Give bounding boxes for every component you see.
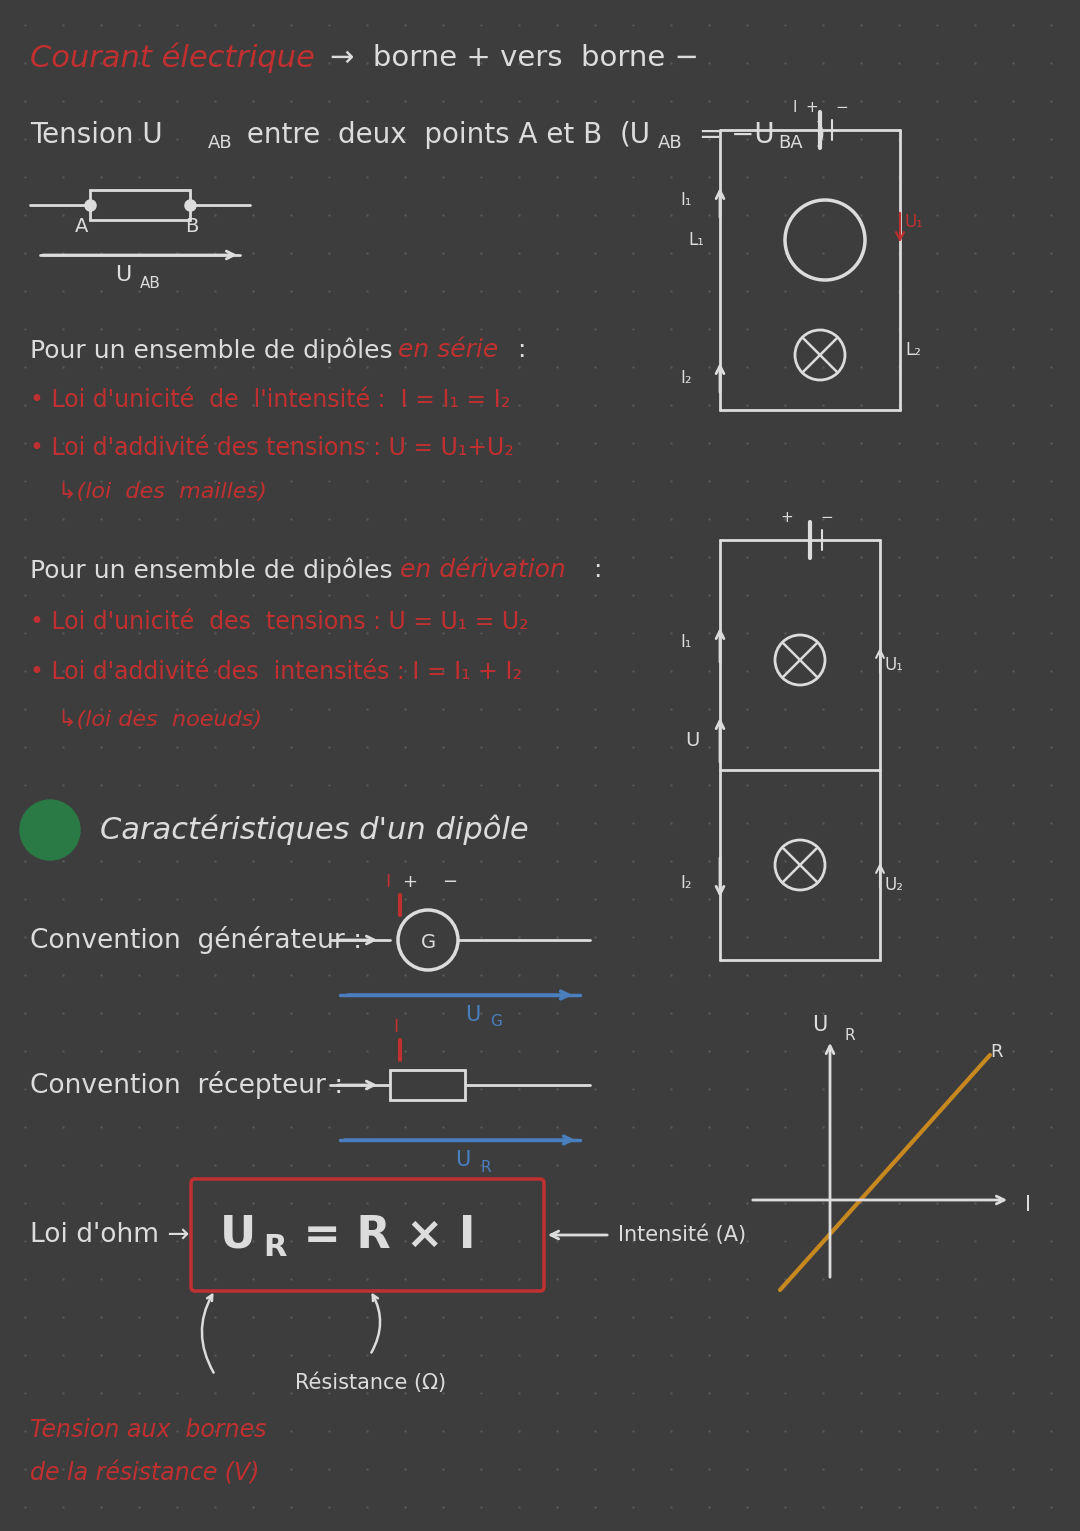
Text: en série: en série	[399, 338, 498, 361]
Text: Loi d'ohm →: Loi d'ohm →	[30, 1222, 189, 1248]
Text: +: +	[402, 873, 417, 891]
Text: I₁: I₁	[680, 632, 691, 651]
Text: (U: (U	[620, 121, 651, 149]
Text: Convention  récepteur :: Convention récepteur :	[30, 1072, 343, 1099]
Text: R: R	[845, 1027, 855, 1043]
Text: A: A	[75, 217, 89, 236]
Text: • Loi d'addivité des tensions : U = U₁+U₂: • Loi d'addivité des tensions : U = U₁+U…	[30, 436, 514, 459]
Text: +: +	[805, 101, 818, 115]
Text: AB: AB	[140, 276, 161, 291]
Text: L₂: L₂	[905, 341, 921, 358]
Text: U: U	[455, 1150, 471, 1170]
Text: →  borne + vers  borne −: → borne + vers borne −	[330, 44, 699, 72]
Text: AB: AB	[208, 135, 232, 152]
Bar	[90, 190, 190, 220]
Text: I₂: I₂	[680, 874, 691, 893]
Text: I₁: I₁	[680, 191, 691, 210]
Text: −: −	[442, 873, 457, 891]
Circle shape	[399, 909, 458, 971]
Text: Tension aux  bornes: Tension aux bornes	[30, 1418, 267, 1442]
Text: R: R	[264, 1232, 286, 1262]
Text: = R × I: = R × I	[288, 1214, 475, 1257]
Text: Courant électrique: Courant électrique	[30, 43, 315, 73]
Text: :: :	[586, 557, 603, 582]
Text: U₁: U₁	[885, 655, 904, 674]
Text: ↳(loi  des  mailles): ↳(loi des mailles)	[58, 482, 267, 502]
Text: U: U	[114, 265, 132, 285]
Text: • Loi d'unicité  de  l'intensité :  I = I₁ = I₂: • Loi d'unicité de l'intensité : I = I₁ …	[30, 387, 510, 412]
Text: −: −	[835, 101, 848, 115]
Text: Tension U: Tension U	[30, 121, 163, 149]
Text: U: U	[812, 1015, 827, 1035]
Text: BA: BA	[778, 135, 802, 152]
Text: ↳(loi des  noeuds): ↳(loi des noeuds)	[58, 710, 262, 730]
Text: U: U	[465, 1004, 481, 1024]
Text: U: U	[220, 1214, 256, 1257]
Text: B: B	[185, 217, 199, 236]
Text: I: I	[1025, 1196, 1031, 1216]
Text: −: −	[820, 510, 833, 525]
Text: U₂: U₂	[885, 876, 904, 894]
Text: AB: AB	[658, 135, 683, 152]
Text: I: I	[384, 873, 390, 891]
Text: Résistance (Ω): Résistance (Ω)	[295, 1373, 446, 1393]
Text: de la résistance (V): de la résistance (V)	[30, 1461, 259, 1485]
Text: Pour un ensemble de dipôles: Pour un ensemble de dipôles	[30, 557, 401, 583]
Bar	[390, 1070, 465, 1099]
Text: U: U	[685, 730, 700, 750]
Text: Intensité (A): Intensité (A)	[618, 1225, 746, 1245]
Text: U₁: U₁	[905, 213, 923, 231]
Text: = −U: = −U	[690, 121, 774, 149]
Text: Convention  générateur :: Convention générateur :	[30, 926, 362, 954]
Text: L₁: L₁	[688, 231, 704, 250]
Text: I: I	[792, 101, 797, 115]
Text: • Loi d'unicité  des  tensions : U = U₁ = U₂: • Loi d'unicité des tensions : U = U₁ = …	[30, 609, 528, 634]
Text: G: G	[490, 1015, 502, 1029]
Text: Caractéristiques d'un dipôle: Caractéristiques d'un dipôle	[100, 814, 528, 845]
Text: Pour un ensemble de dipôles: Pour un ensemble de dipôles	[30, 337, 401, 363]
Text: I₂: I₂	[680, 369, 691, 387]
Text: G: G	[420, 932, 435, 951]
Text: • Loi d'addivité des  intensités : I = I₁ + I₂: • Loi d'addivité des intensités : I = I₁…	[30, 660, 522, 684]
Text: en dérivation: en dérivation	[400, 557, 566, 582]
Text: +: +	[780, 510, 793, 525]
Text: ): )	[815, 121, 826, 149]
Circle shape	[21, 801, 80, 860]
Text: entre  deux  points A et B: entre deux points A et B	[238, 121, 603, 149]
Text: :: :	[510, 338, 526, 361]
Text: R: R	[990, 1043, 1002, 1061]
Text: R: R	[480, 1159, 490, 1174]
Text: I: I	[393, 1018, 399, 1036]
